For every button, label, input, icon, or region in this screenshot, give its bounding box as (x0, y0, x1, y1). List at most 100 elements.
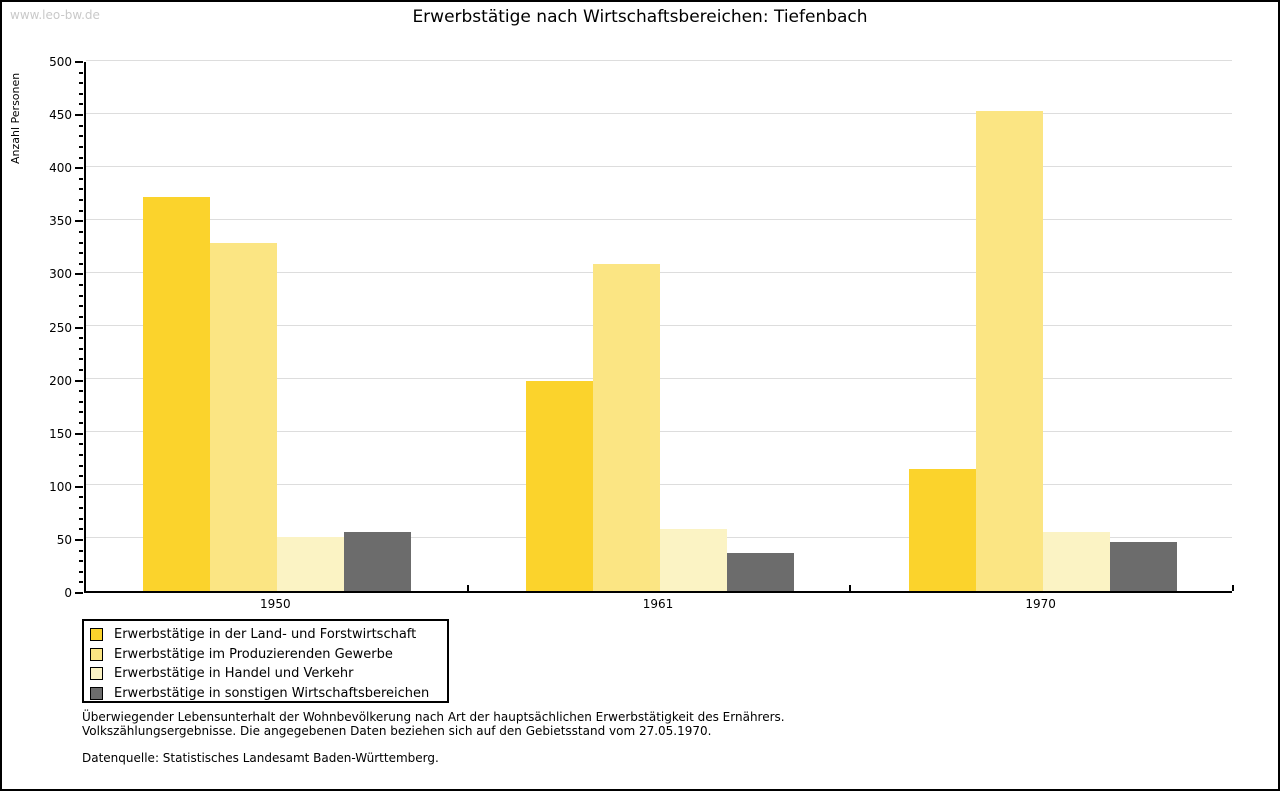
y-minor-tick-320 (79, 252, 83, 255)
y-minor-tick-160 (79, 422, 83, 425)
y-minor-tick-70 (79, 517, 83, 520)
y-minor-tick-460 (79, 103, 83, 106)
x-boundary-tick-2 (849, 585, 852, 591)
y-minor-tick-280 (79, 294, 83, 297)
y-minor-tick-260 (79, 315, 83, 318)
y-minor-tick-310 (79, 262, 83, 265)
y-minor-tick-430 (79, 135, 83, 138)
x-tick-label-1970: 1970 (1025, 597, 1056, 611)
y-minor-tick-270 (79, 305, 83, 308)
y-tick-label-500: 500 (49, 55, 72, 69)
y-major-tick-350 (75, 220, 83, 223)
y-minor-tick-120 (79, 464, 83, 467)
y-minor-tick-190 (79, 390, 83, 393)
bar-1961-1 (526, 380, 593, 591)
y-minor-tick-220 (79, 358, 83, 361)
legend-item-3: Erwerbstätige in Handel und Verkehr (90, 664, 447, 684)
y-minor-tick-140 (79, 443, 83, 446)
y-minor-tick-110 (79, 475, 83, 478)
y-tick-label-150: 150 (49, 426, 72, 441)
y-major-tick-150 (75, 432, 83, 435)
y-tick-label-300: 300 (49, 267, 72, 282)
y-minor-tick-340 (79, 230, 83, 233)
y-tick-label-200: 200 (49, 373, 72, 388)
legend-item-label: Erwerbstätige in Handel und Verkehr (114, 666, 354, 682)
note-line-1: Überwiegender Lebensunterhalt der Wohnbe… (82, 710, 785, 724)
bar-1961-2 (593, 263, 660, 591)
note-source: Datenquelle: Statistisches Landesamt Bad… (82, 751, 439, 765)
y-minor-tick-330 (79, 241, 83, 244)
y-minor-tick-40 (79, 549, 83, 552)
y-minor-tick-230 (79, 347, 83, 350)
gridline-400 (86, 165, 1232, 167)
y-tick-label-100: 100 (49, 479, 72, 494)
y-minor-tick-10 (79, 581, 83, 584)
y-minor-tick-170 (79, 411, 83, 414)
y-tick-label-250: 250 (49, 320, 72, 335)
gridline-350 (86, 218, 1232, 220)
y-major-tick-0 (75, 592, 83, 594)
y-minor-tick-290 (79, 284, 83, 287)
x-tick-label-1961: 1961 (642, 597, 674, 611)
bar-1970-4 (1109, 542, 1177, 591)
legend-swatch-icon (90, 647, 103, 661)
y-minor-tick-470 (79, 92, 83, 95)
bar-1961-3 (660, 529, 727, 591)
y-minor-tick-440 (79, 124, 83, 127)
gridline-500 (86, 59, 1232, 61)
page-title: Erwerbstätige nach Wirtschaftsbereichen:… (412, 7, 868, 27)
y-minor-tick-410 (79, 156, 83, 159)
bar-1950-2 (210, 242, 278, 591)
gridline-450 (86, 112, 1232, 114)
y-major-tick-450 (75, 114, 83, 117)
y-minor-tick-210 (79, 368, 83, 371)
y-major-tick-250 (75, 326, 83, 329)
x-tick-label-1950: 1950 (260, 597, 291, 611)
y-axis-title: Anzahl Personen (9, 72, 22, 164)
y-tick-label-400: 400 (49, 161, 72, 176)
legend-item-2: Erwerbstätige im Produzierenden Gewerbe (90, 645, 447, 665)
y-minor-tick-420 (79, 145, 83, 148)
legend-item-1: Erwerbstätige in der Land- und Forstwirt… (90, 625, 447, 645)
y-tick-label-0: 0 (64, 586, 72, 600)
y-minor-tick-390 (79, 177, 83, 180)
bar-1950-1 (143, 197, 211, 591)
y-minor-tick-240 (79, 337, 83, 340)
x-boundary-tick-3 (1232, 585, 1234, 591)
legend-item-4: Erwerbstätige in sonstigen Wirtschaftsbe… (90, 684, 447, 704)
y-minor-tick-490 (79, 71, 83, 74)
bar-1970-1 (908, 468, 976, 591)
y-minor-tick-370 (79, 199, 83, 202)
bar-1950-4 (344, 531, 412, 591)
y-minor-tick-60 (79, 528, 83, 531)
y-minor-tick-480 (79, 82, 83, 85)
legend-swatch-icon (90, 628, 103, 642)
legend-item-label: Erwerbstätige in der Land- und Forstwirt… (114, 627, 417, 643)
y-major-tick-200 (75, 379, 83, 382)
y-minor-tick-20 (79, 570, 83, 573)
legend: Erwerbstätige in der Land- und Forstwirt… (82, 619, 449, 703)
watermark: www.leo-bw.de (10, 8, 100, 22)
y-minor-tick-180 (79, 400, 83, 403)
y-major-tick-100 (75, 485, 83, 488)
x-boundary-tick-1 (466, 585, 469, 591)
bar-1950-3 (277, 536, 345, 591)
y-minor-tick-130 (79, 453, 83, 456)
plot-area (84, 59, 1234, 593)
y-major-tick-50 (75, 538, 83, 541)
bar-1970-3 (1042, 531, 1110, 591)
y-major-tick-300 (75, 273, 83, 276)
note-line-2: Volkszählungsergebnisse. Die angegebenen… (82, 724, 712, 738)
y-minor-tick-30 (79, 560, 83, 563)
y-tick-label-50: 50 (56, 532, 72, 547)
y-major-tick-400 (75, 167, 83, 170)
y-tick-label-450: 450 (49, 108, 72, 123)
bar-1970-2 (975, 110, 1043, 591)
legend-swatch-icon (90, 667, 103, 681)
y-minor-tick-360 (79, 209, 83, 212)
legend-item-label: Erwerbstätige in sonstigen Wirtschaftsbe… (114, 685, 430, 701)
y-minor-tick-380 (79, 188, 83, 191)
y-minor-tick-80 (79, 507, 83, 510)
bar-1961-4 (727, 552, 794, 591)
